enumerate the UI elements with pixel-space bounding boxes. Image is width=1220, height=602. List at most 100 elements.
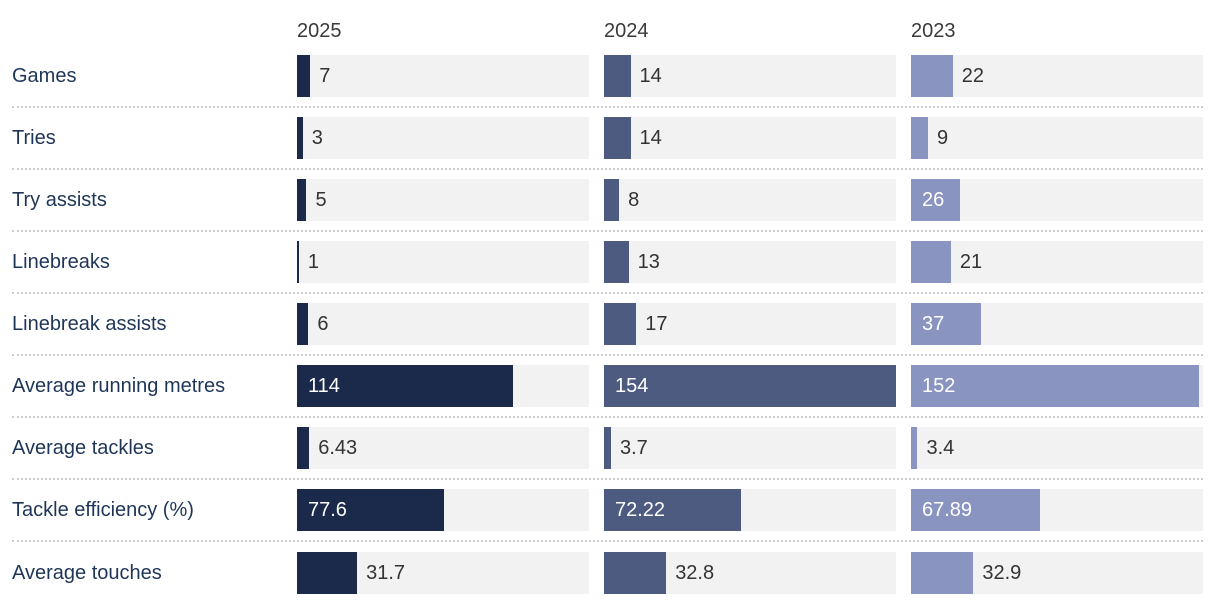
bar-track-2025: 5 — [297, 179, 589, 221]
bar-2024 — [604, 303, 637, 345]
bar-track-2024: 32.8 — [604, 552, 896, 594]
bar-2025 — [297, 303, 309, 345]
table-row: Try assists 5 8 26 — [12, 170, 1203, 232]
bar-value: 8 — [628, 189, 640, 211]
bar-2025 — [297, 55, 311, 97]
bar-2023 — [911, 303, 982, 345]
row-label: Tackle efficiency (%) — [12, 498, 194, 521]
bar-2025 — [297, 241, 299, 283]
bar-2023 — [911, 489, 1040, 531]
bar-track-2024: 17 — [604, 303, 896, 345]
row-label: Average touches — [12, 561, 162, 584]
bar-value: 67.89 — [922, 499, 973, 521]
bar-track-2025: 3 — [297, 117, 589, 159]
table-row: Tries 3 14 9 — [12, 108, 1203, 170]
bar-track-2025: 77.6 — [297, 489, 589, 531]
table-row: Games 7 14 22 — [12, 46, 1203, 108]
bar-2024 — [604, 489, 741, 531]
bar-track-2024: 14 — [604, 117, 896, 159]
bar-value: 13 — [637, 251, 660, 273]
bar-track-2025: 114 — [297, 365, 589, 407]
bar-value: 154 — [615, 375, 649, 397]
season-header-row: 2025 2024 2023 — [12, 0, 1203, 46]
bar-value: 5 — [315, 189, 327, 211]
bar-track-2025: 1 — [297, 241, 589, 283]
bar-2025 — [297, 179, 307, 221]
bar-track-2024: 154 — [604, 365, 896, 407]
row-label: Try assists — [12, 188, 107, 211]
bar-value: 152 — [922, 375, 956, 397]
table-row: Tackle efficiency (%) 77.6 72.22 67.89 — [12, 480, 1203, 542]
table-row: Average running metres 114 154 152 — [12, 356, 1203, 418]
bar-value: 26 — [922, 189, 945, 211]
bar-2023 — [911, 365, 1200, 407]
bar-value: 6.43 — [318, 437, 358, 459]
bar-value: 37 — [922, 313, 945, 335]
bar-track-2025: 7 — [297, 55, 589, 97]
bar-2024 — [604, 552, 667, 594]
bar-track-2023: 32.9 — [911, 552, 1203, 594]
bar-track-2024: 8 — [604, 179, 896, 221]
bar-track-2025: 6.43 — [297, 427, 589, 469]
stats-rows: Games 7 14 22 Tries 3 14 9 Try assists 5 8 26 Linebr… — [12, 46, 1203, 602]
bar-value: 21 — [959, 251, 983, 273]
bar-2023 — [911, 117, 929, 159]
season-header-2025: 2025 — [297, 20, 342, 42]
bar-track-2023: 22 — [911, 55, 1203, 97]
bar-track-2024: 3.7 — [604, 427, 896, 469]
row-label: Linebreaks — [12, 250, 110, 273]
bar-value: 22 — [961, 65, 984, 87]
table-row: Linebreaks 1 13 21 — [12, 232, 1203, 294]
bar-value: 114 — [308, 375, 340, 397]
row-label: Tries — [12, 126, 56, 149]
bar-track-2023: 26 — [911, 179, 1203, 221]
table-row: Average touches 31.7 32.8 32.9 — [12, 542, 1203, 602]
bar-value: 14 — [639, 65, 662, 87]
bar-2023 — [911, 179, 961, 221]
bar-track-2023: 67.89 — [911, 489, 1203, 531]
bar-2025 — [297, 427, 310, 469]
table-row: Linebreak assists 6 17 37 — [12, 294, 1203, 356]
season-header-2023: 2023 — [911, 20, 956, 42]
bar-2025 — [297, 365, 514, 407]
bar-track-2023: 3.4 — [911, 427, 1203, 469]
bar-track-2023: 152 — [911, 365, 1203, 407]
bar-value: 9 — [937, 127, 949, 149]
bar-track-2025: 6 — [297, 303, 589, 345]
bar-value: 72.22 — [615, 499, 666, 521]
bar-track-2023: 37 — [911, 303, 1203, 345]
bar-value: 3 — [311, 127, 323, 149]
bar-2025 — [297, 117, 303, 159]
bar-track-2024: 14 — [604, 55, 896, 97]
bar-track-2023: 21 — [911, 241, 1203, 283]
row-label: Average running metres — [12, 374, 226, 397]
row-label: Average tackles — [12, 436, 154, 459]
bar-2023 — [911, 427, 918, 469]
bar-value: 1 — [307, 251, 320, 273]
bar-2024 — [604, 55, 631, 97]
bar-value: 31.7 — [366, 562, 406, 584]
bar-value: 3.7 — [620, 437, 648, 459]
bar-value: 32.8 — [675, 562, 715, 584]
bar-2024 — [604, 241, 629, 283]
bar-2023 — [911, 552, 974, 594]
bar-2024 — [604, 365, 896, 407]
table-row: Average tackles 6.43 3.7 3.4 — [12, 418, 1203, 480]
bar-track-2024: 72.22 — [604, 489, 896, 531]
bar-value: 6 — [317, 313, 329, 335]
bar-value: 7 — [319, 65, 331, 87]
row-label: Linebreak assists — [12, 312, 167, 335]
bar-value: 3.4 — [926, 437, 955, 459]
bar-2023 — [911, 55, 953, 97]
bar-value: 17 — [645, 313, 668, 335]
bar-track-2023: 9 — [911, 117, 1203, 159]
bar-2025 — [297, 552, 358, 594]
bar-value: 14 — [639, 127, 662, 149]
bar-value: 32.9 — [982, 562, 1022, 584]
row-label: Games — [12, 64, 77, 87]
bar-track-2024: 13 — [604, 241, 896, 283]
bar-2023 — [911, 241, 951, 283]
bar-2025 — [297, 489, 445, 531]
season-header-2024: 2024 — [604, 20, 649, 42]
